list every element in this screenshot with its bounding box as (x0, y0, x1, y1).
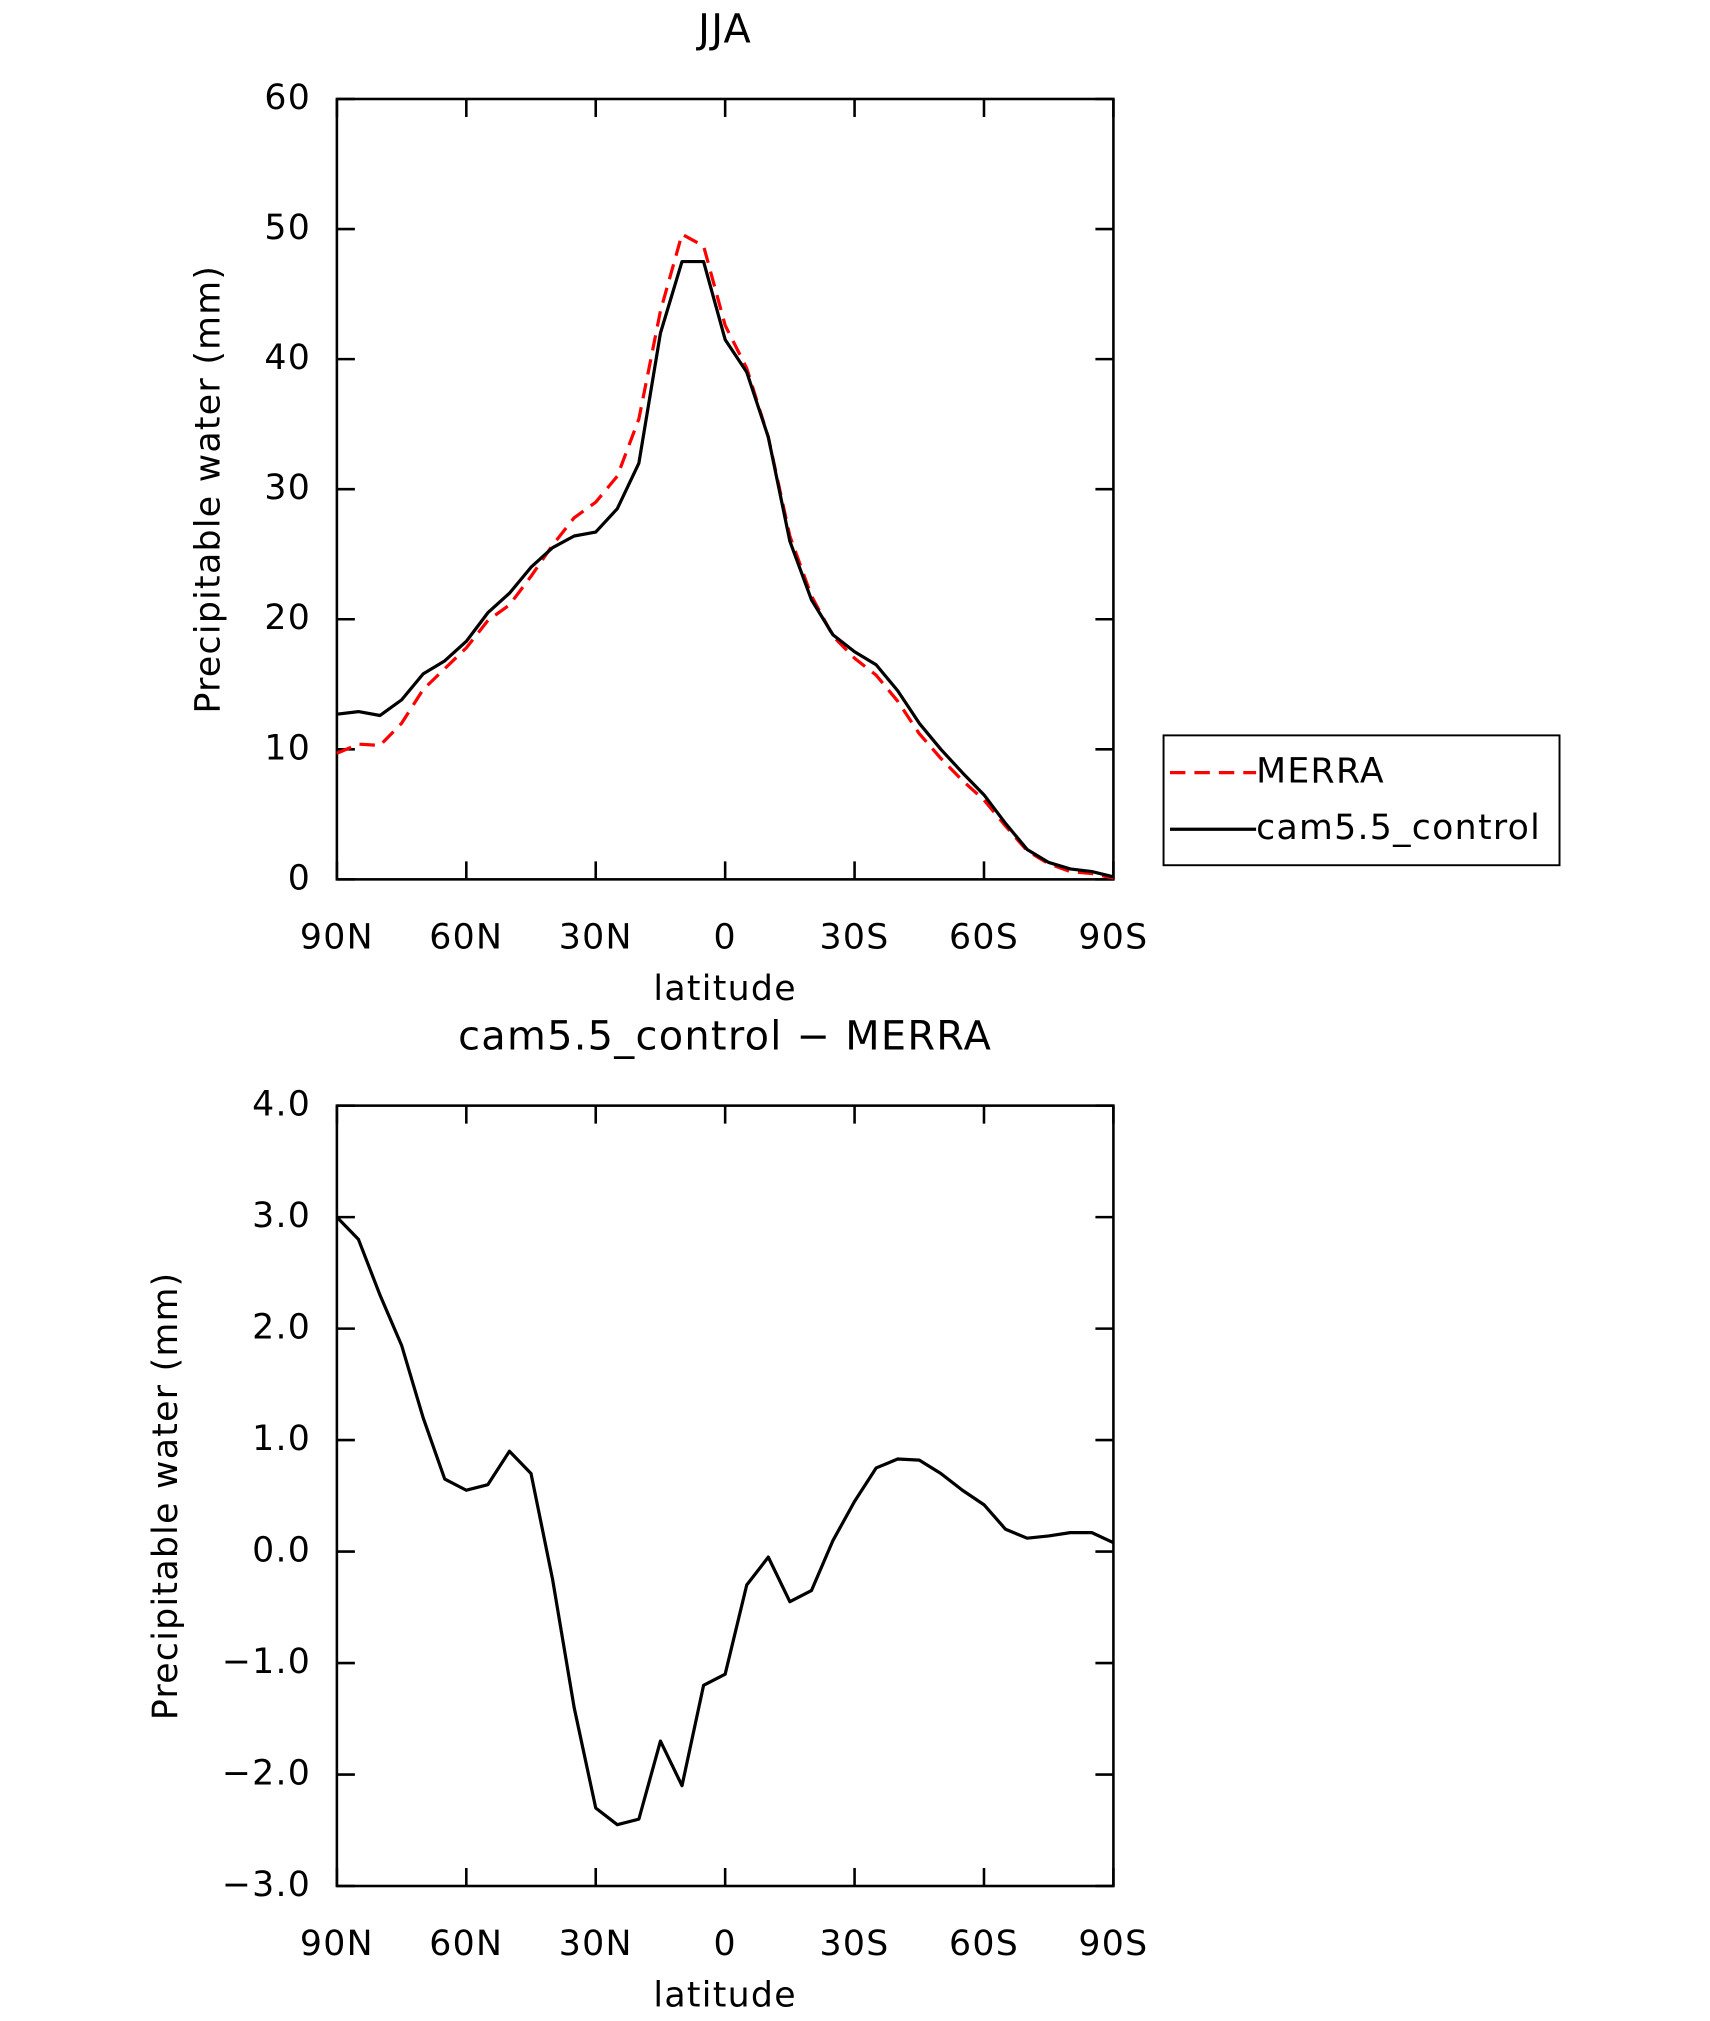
plot-frame (335, 97, 1115, 881)
data-line (336, 232, 1114, 880)
y-tick-label: 20 (264, 598, 311, 638)
x-tick-label: 0 (713, 918, 736, 958)
y-tick-label: −1.0 (222, 1642, 311, 1682)
plot-frame (335, 1104, 1115, 1888)
x-tick-label: 30N (559, 1924, 633, 1964)
y-tick-label: 10 (264, 728, 311, 768)
chart-title: JJA (695, 7, 752, 53)
y-tick-label: 50 (264, 208, 311, 248)
data-line (336, 259, 1114, 879)
x-tick-label: 90N (300, 1924, 374, 1964)
x-tick-label: 30S (820, 1924, 890, 1964)
y-tick-label: 60 (264, 78, 311, 118)
y-tick-label: 2.0 (252, 1308, 311, 1348)
y-axis-label: Precipitable water (mm) (189, 265, 229, 714)
y-tick-label: 1.0 (252, 1419, 311, 1459)
x-tick-label: 90S (1078, 918, 1148, 958)
chart-title: cam5.5_control − MERRA (458, 1013, 992, 1059)
y-tick-label: 40 (264, 338, 311, 378)
x-tick-label: 60S (949, 1924, 1019, 1964)
x-tick-label: 60N (429, 918, 503, 958)
y-tick-label: −3.0 (222, 1865, 311, 1905)
y-axis-label: Precipitable water (mm) (146, 1271, 186, 1720)
x-tick-label: 90S (1078, 1924, 1148, 1964)
y-tick-label: 0 (288, 858, 311, 898)
data-line (335, 1215, 1115, 1827)
legend-label: cam5.5_control (1256, 808, 1541, 848)
x-tick-label: 30S (820, 918, 890, 958)
y-tick-label: 0.0 (252, 1531, 311, 1571)
x-axis-label: latitude (653, 1976, 796, 2016)
y-tick-label: 4.0 (252, 1085, 311, 1125)
x-tick-label: 30N (559, 918, 633, 958)
y-tick-label: −2.0 (222, 1754, 311, 1794)
legend-box (1162, 734, 1561, 867)
x-tick-label: 60N (429, 1924, 503, 1964)
legend-label: MERRA (1256, 752, 1385, 792)
y-tick-label: 30 (264, 468, 311, 508)
y-tick-label: 3.0 (252, 1196, 311, 1236)
x-axis-label: latitude (653, 969, 796, 1009)
x-tick-label: 90N (300, 918, 374, 958)
x-tick-label: 60S (949, 918, 1019, 958)
x-tick-label: 0 (713, 1924, 736, 1964)
